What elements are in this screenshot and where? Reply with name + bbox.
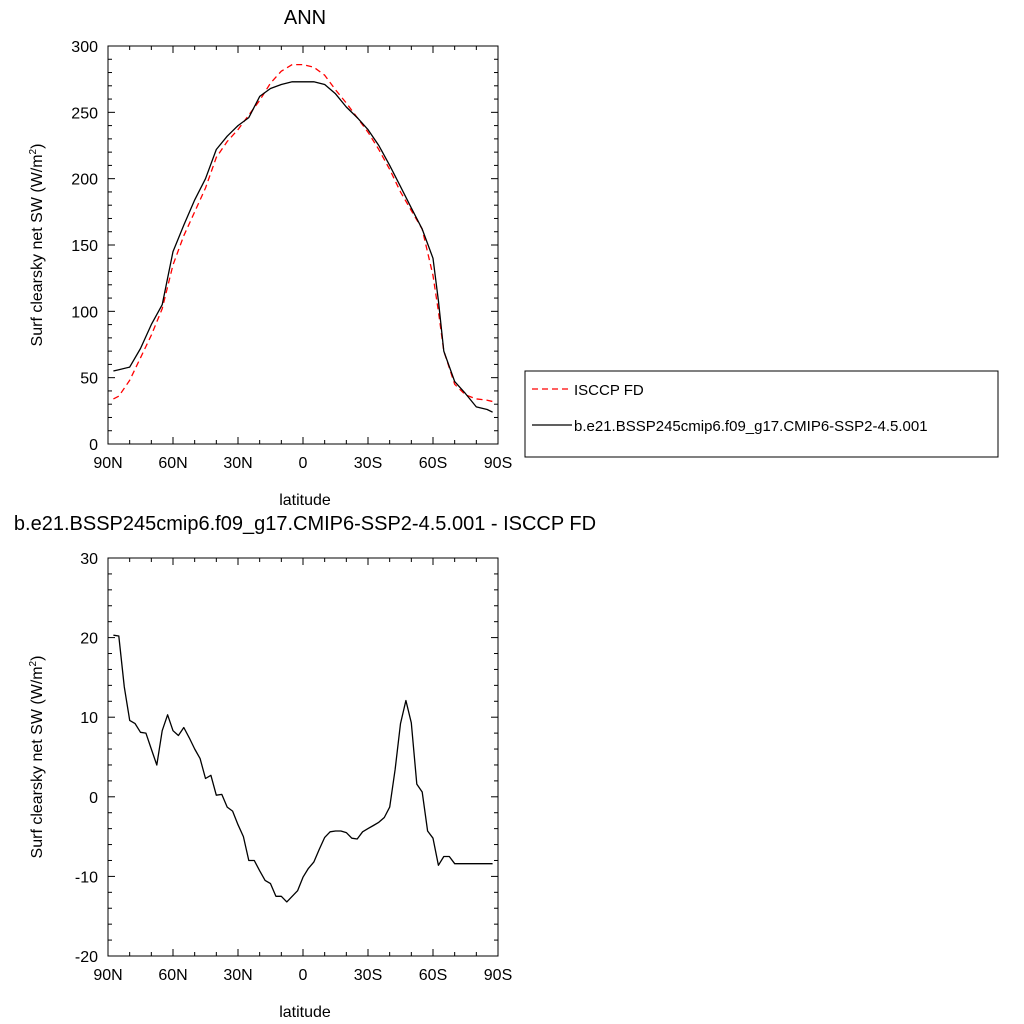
bottom-x-axis-label: latitude [279, 1004, 331, 1021]
bottom-y-tick-label: -10 [75, 869, 98, 886]
top-y-tick-label: 50 [80, 371, 98, 388]
top-y-tick-label: 300 [71, 39, 98, 56]
bottom-plot-frame [107, 557, 499, 957]
top-y-tick-label: 100 [71, 304, 98, 321]
bottom-y-axis-label-main: Surf clearsky net SW (W/m [29, 666, 46, 858]
legend-label-model: b.e21.BSSP245cmip6.f09_g17.CMIP6-SSP2-4.… [574, 418, 928, 435]
top-panel: ANN 90N 60N 30N 0 30S 60S 90S 0 50 100 150 200 250 30… [28, 7, 512, 509]
top-x-tick-label: 60N [158, 455, 187, 472]
bottom-y-axis-label-sup: 2 [28, 660, 39, 666]
top-y-axis-label-sup: 2 [28, 148, 39, 154]
bottom-x-tick-label: 90S [484, 967, 512, 984]
bottom-y-axis-label-end: ) [29, 656, 46, 661]
bottom-ticks [107, 557, 499, 957]
top-y-axis-label: Surf clearsky net SW (W/m2) [28, 144, 46, 347]
top-y-axis-label-main: Surf clearsky net SW (W/m [29, 154, 46, 346]
bottom-series [113, 634, 493, 903]
bottom-y-tick-label: 30 [80, 551, 98, 568]
bottom-x-tick-label: 60N [158, 967, 187, 984]
top-plot-frame [107, 45, 499, 445]
bottom-chart-title: b.e21.BSSP245cmip6.f09_g17.CMIP6-SSP2-4.… [14, 513, 596, 535]
bottom-x-tick-label: 60S [419, 967, 447, 984]
bottom-series-line-0 [113, 634, 493, 903]
bottom-x-tick-label: 30S [354, 967, 382, 984]
top-x-tick-label: 90N [93, 455, 122, 472]
bottom-tick-labels: 90N 60N 30N 0 30S 60S 90S -20 -10 0 10 20 30 [75, 551, 512, 984]
top-y-axis-label-end: ) [29, 144, 46, 149]
legend-frame [524, 370, 999, 458]
bottom-x-tick-label: 30N [223, 967, 252, 984]
top-x-tick-label: 0 [299, 455, 308, 472]
bottom-y-tick-label: 20 [80, 631, 98, 648]
bottom-x-tick-label: 0 [299, 967, 308, 984]
bottom-panel: b.e21.BSSP245cmip6.f09_g17.CMIP6-SSP2-4.… [14, 513, 596, 1021]
top-y-tick-label: 0 [89, 437, 98, 454]
top-ticks [107, 45, 499, 445]
top-x-tick-label: 90S [484, 455, 512, 472]
top-series-line-0 [113, 63, 493, 403]
top-chart-title: ANN [284, 7, 326, 29]
top-x-tick-label: 60S [419, 455, 447, 472]
bottom-y-axis-label: Surf clearsky net SW (W/m2) [28, 656, 46, 859]
top-tick-labels: 90N 60N 30N 0 30S 60S 90S 0 50 100 150 200 250 300 [71, 39, 512, 472]
legend: ISCCP FD b.e21.BSSP245cmip6.f09_g17.CMIP… [524, 370, 999, 458]
top-y-tick-label: 250 [71, 105, 98, 122]
bottom-y-tick-label: 0 [89, 790, 98, 807]
top-y-tick-label: 200 [71, 172, 98, 189]
bottom-x-tick-label: 90N [93, 967, 122, 984]
top-x-axis-label: latitude [279, 492, 331, 509]
top-x-tick-label: 30N [223, 455, 252, 472]
top-series [113, 63, 493, 413]
top-series-line-1 [113, 81, 493, 413]
top-y-tick-label: 150 [71, 238, 98, 255]
legend-label-isccp: ISCCP FD [574, 382, 644, 399]
top-x-tick-label: 30S [354, 455, 382, 472]
bottom-y-tick-label: -20 [75, 949, 98, 966]
bottom-y-tick-label: 10 [80, 710, 98, 727]
